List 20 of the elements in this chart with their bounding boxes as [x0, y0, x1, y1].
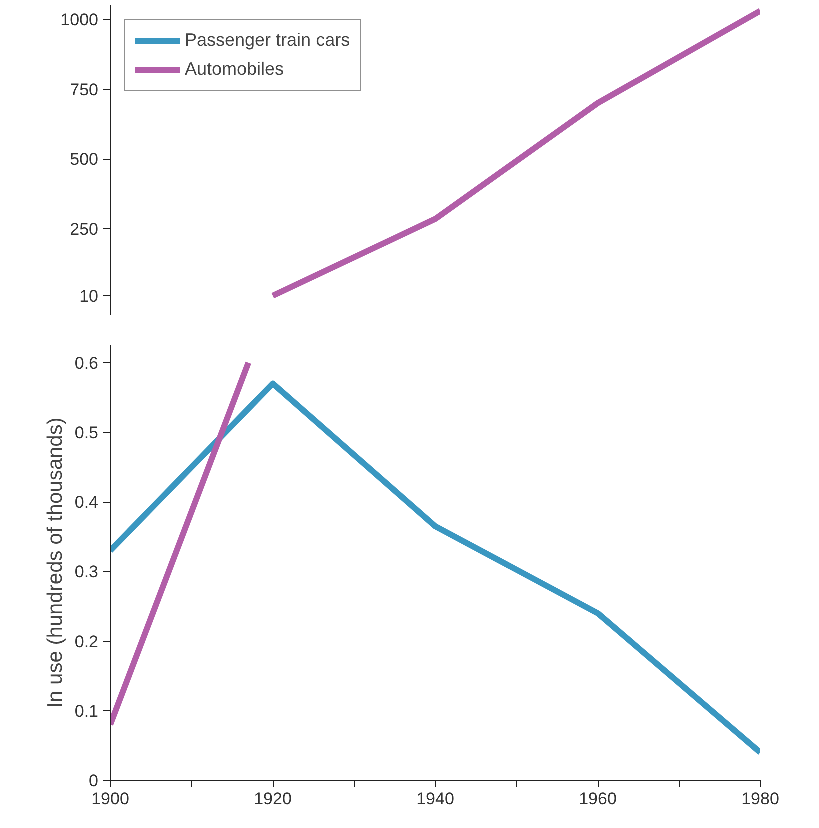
y-tick-label: 0.5: [74, 424, 99, 442]
legend-label: Automobiles: [185, 59, 284, 80]
y-tick-label: 750: [70, 80, 99, 100]
y-tick-label: 1000: [60, 10, 99, 30]
x-tick-label: 1900: [92, 790, 130, 808]
x-tick-label: 1960: [579, 790, 617, 808]
y-tick-label: 250: [70, 220, 99, 239]
y-tick-label: 0.4: [74, 493, 99, 512]
x-tick-label: 1980: [742, 790, 780, 808]
y-tick-label: 0.1: [74, 702, 99, 721]
x-tick-label: 1920: [254, 790, 292, 808]
y-axis-title: In use (hundreds of thousands): [44, 418, 67, 708]
y-tick-label: 0.6: [74, 354, 99, 373]
y-tick-label: 500: [70, 150, 99, 170]
x-tick-label: 1940: [416, 790, 454, 808]
y-tick-label: 10: [80, 286, 99, 306]
y-tick-label: 0: [89, 772, 99, 790]
legend-label: Passenger train cars: [185, 30, 350, 51]
y-tick-label: 0.3: [74, 562, 99, 582]
y-tick-label: 0.2: [74, 632, 99, 652]
